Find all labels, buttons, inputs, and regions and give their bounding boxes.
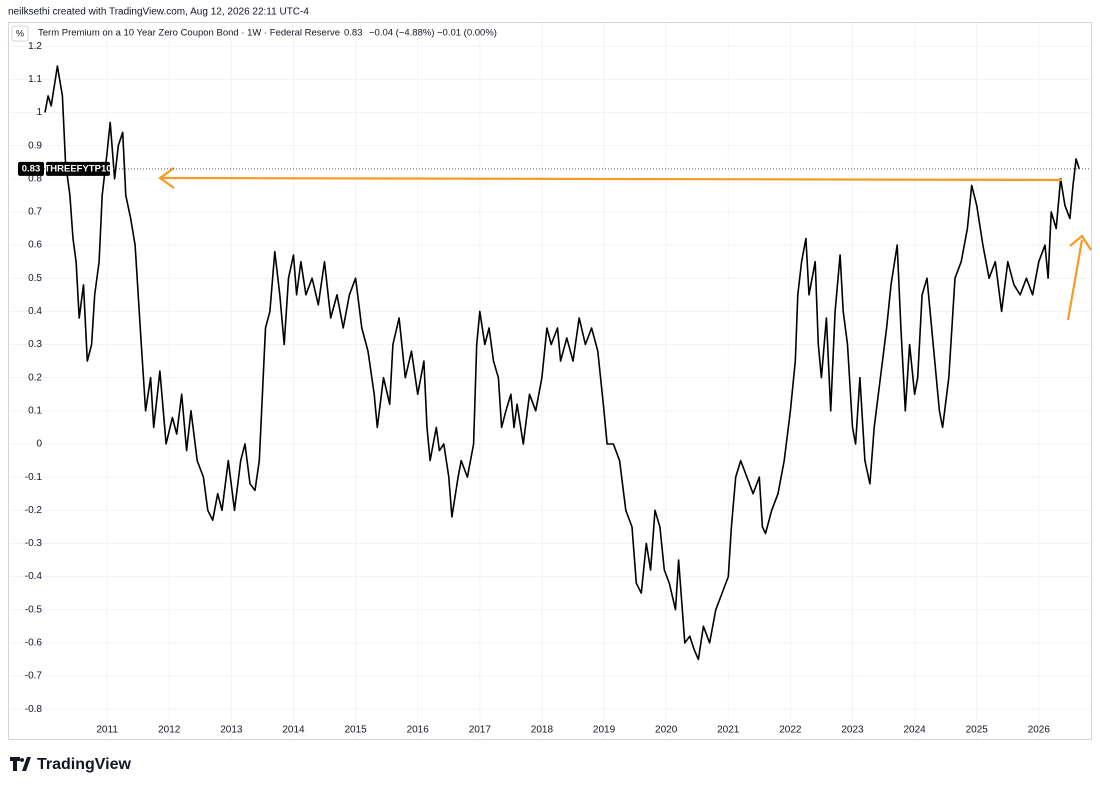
y-tick-label: 0	[36, 439, 42, 450]
price-label-box	[18, 161, 44, 176]
logo: TradingView	[10, 756, 132, 773]
line	[44, 65, 1080, 661]
x-tick-label: 2017	[469, 725, 492, 736]
y-tick-label: 0.4	[28, 306, 42, 317]
y-tick-label: 0.5	[28, 273, 42, 284]
x-tick-label: 2014	[282, 725, 305, 736]
y-tick-label: -0.5	[25, 604, 43, 615]
unit-box	[11, 25, 29, 42]
plot	[44, 65, 1080, 661]
y-tick-label: 0.2	[28, 372, 42, 383]
x-tick-label: 2015	[344, 725, 367, 736]
y-tick-label: 0.6	[28, 240, 42, 251]
y-tick-label: -0.7	[25, 671, 43, 682]
x-tick-label: 2019	[593, 725, 616, 736]
series-name: THREEFYTP10	[44, 163, 111, 174]
y-tick-label: -0.1	[25, 472, 43, 483]
unit-label: %	[16, 28, 24, 38]
x-tick-label: 2011	[96, 725, 118, 736]
x-tick-label: 2023	[841, 725, 864, 736]
y-tick-label: 0.3	[28, 339, 42, 350]
y-tick-label: 0.8	[28, 173, 42, 184]
price-label: 0.83	[22, 163, 41, 174]
y-tick-label: -0.3	[25, 538, 43, 549]
legend-title: Term Premium on a 10 Year Zero Coupon Bo…	[38, 28, 340, 39]
arrow-horizontal	[158, 167, 1063, 189]
logo-text: TradingView	[37, 756, 132, 773]
y-tick-label: 1	[36, 107, 42, 118]
legend-change: −0.04 (−4.88%)	[369, 28, 435, 39]
legend-last: 0.83	[344, 28, 363, 39]
y-tick-label: -0.2	[25, 505, 43, 516]
x-tick-label: 2013	[220, 725, 243, 736]
series-name-box	[46, 161, 110, 176]
x-tick-label: 2025	[966, 725, 989, 736]
y-tick-label: -0.8	[25, 704, 43, 715]
y-tick-label: 1.1	[28, 74, 42, 85]
y-tick-label: 1.2	[28, 41, 42, 52]
x-tick-label: 2022	[779, 725, 802, 736]
y-tick-label: -0.6	[25, 638, 43, 649]
y-tick-label: 0.1	[28, 405, 42, 416]
x-tick-label: 2020	[655, 725, 678, 736]
y-tick-label: -0.4	[25, 571, 43, 582]
header: neilksethi created with TradingView.com,…	[8, 7, 309, 18]
frame	[8, 22, 1092, 740]
legend-change2: −0.01 (0.00%)	[437, 28, 497, 39]
x-tick-label: 2024	[903, 725, 926, 736]
x-tick-label: 2018	[531, 725, 554, 736]
x-tick-label: 2016	[407, 725, 430, 736]
x-tick-label: 2026	[1028, 725, 1051, 736]
grid	[9, 23, 1091, 739]
arrow-up	[1066, 234, 1092, 321]
y-tick-label: 0.9	[28, 140, 42, 151]
y-tick-label: 0.7	[28, 207, 42, 218]
x-tick-label: 2012	[158, 725, 181, 736]
x-tick-label: 2021	[717, 725, 740, 736]
